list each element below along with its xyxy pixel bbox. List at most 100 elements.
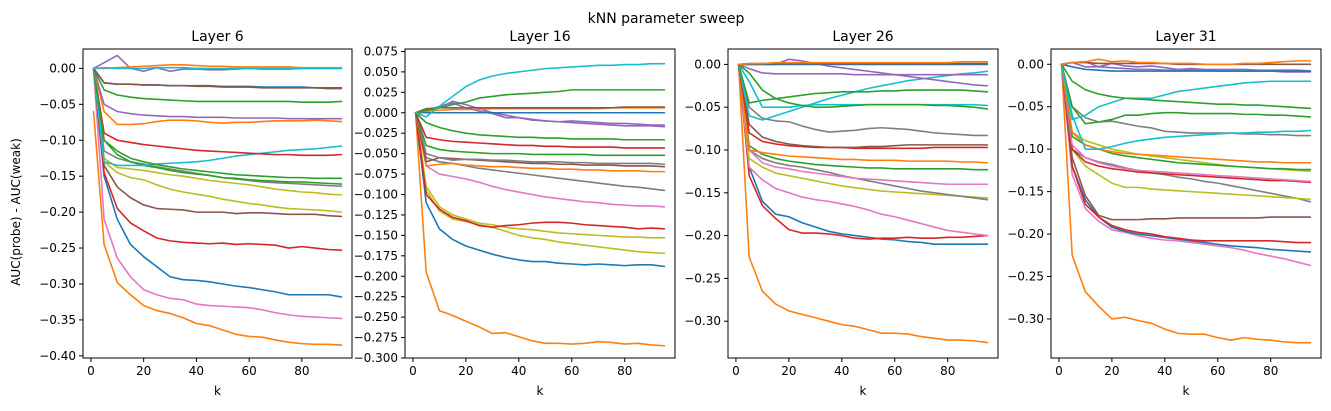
- series-line-5: [92, 67, 343, 213]
- series-line-4: [737, 63, 989, 199]
- x-tick-label: 80: [617, 364, 632, 378]
- y-tick-label: 0.00: [694, 57, 721, 71]
- panel-title: Layer 16: [509, 29, 570, 45]
- series-line-11: [414, 111, 666, 149]
- y-tick-label: −0.150: [354, 228, 398, 242]
- series-line-1: [737, 63, 989, 245]
- series-line-10: [737, 63, 989, 149]
- y-tick-label: −0.25: [39, 241, 76, 255]
- panel-layer-31: 0 20 40 60 80 0.00 −0.05 −0.10 −0.15 −0.20 −0.25 −0…: [1007, 29, 1322, 398]
- series-line-10: [414, 111, 666, 157]
- series-line-8: [737, 63, 989, 164]
- series-line-16: [1060, 63, 1312, 110]
- series-line-4: [92, 67, 343, 218]
- series-line-0: [414, 111, 666, 347]
- series-line-2: [92, 67, 343, 298]
- y-tick-label: −0.15: [684, 186, 721, 200]
- x-tick-label: 60: [887, 364, 902, 378]
- y-tick-label: −0.200: [354, 269, 398, 283]
- series-line-16: [737, 63, 989, 76]
- x-tick-label: 80: [1263, 364, 1278, 378]
- x-tick-label: 0: [87, 364, 95, 378]
- y-tick-label: 0.075: [364, 44, 398, 58]
- x-tick-label: 20: [458, 364, 473, 378]
- series-line-13: [737, 63, 989, 104]
- y-tick-label: 0.025: [364, 85, 398, 99]
- y-tick-label: −0.15: [1007, 185, 1044, 199]
- series-line-17: [414, 106, 666, 114]
- series-line-12: [414, 111, 666, 141]
- y-tick-label: −0.40: [39, 349, 76, 363]
- series-line-20: [737, 61, 989, 66]
- x-tick-label: 20: [136, 364, 151, 378]
- y-tick-label: −0.075: [354, 167, 398, 181]
- y-tick-label: −0.15: [39, 169, 76, 183]
- axes-frame: [404, 48, 676, 359]
- series-line-19: [414, 62, 666, 118]
- series-line-6: [1060, 63, 1312, 201]
- series-line-6: [92, 67, 343, 196]
- series-line-15: [737, 63, 989, 110]
- y-tick-label: −0.175: [354, 249, 398, 263]
- y-tick-label: −0.225: [354, 290, 398, 304]
- y-tick-label: −0.250: [354, 310, 398, 324]
- x-tick-label: 80: [294, 364, 309, 378]
- series-line-13: [92, 67, 343, 120]
- y-tick-label: 0.050: [364, 65, 398, 79]
- x-axis-label: k: [214, 384, 221, 398]
- x-axis-label: k: [537, 384, 544, 398]
- series-line-7: [414, 111, 666, 173]
- series-line-10: [1060, 63, 1312, 171]
- x-tick-label: 0: [409, 364, 417, 378]
- x-tick-label: 20: [1104, 364, 1119, 378]
- y-tick-label: −0.20: [1007, 227, 1044, 241]
- y-tick-label: −0.20: [684, 229, 721, 243]
- x-tick-label: 40: [189, 364, 204, 378]
- y-tick-label: −0.125: [354, 208, 398, 222]
- y-tick-label: −0.025: [354, 126, 398, 140]
- series-line-0: [737, 63, 989, 344]
- x-tick-label: 0: [1055, 364, 1063, 378]
- figure-suptitle: kNN parameter sweep: [588, 11, 745, 27]
- y-tick-label: −0.35: [39, 313, 76, 327]
- series-line-3: [92, 67, 343, 252]
- series-line-5: [737, 63, 989, 201]
- series-line-18: [92, 64, 343, 70]
- series-line-13: [1060, 63, 1312, 150]
- series-line-3: [414, 111, 666, 239]
- panel-layer-26: 0 20 40 60 80 0.00 −0.05 −0.10 −0.15 −0.20 −0.25 −0…: [684, 29, 999, 398]
- axes-frame: [727, 48, 999, 359]
- series-line-9: [737, 63, 989, 150]
- series-line-11: [737, 63, 989, 137]
- series-line-10: [92, 67, 343, 157]
- panel-title: Layer 26: [832, 29, 893, 45]
- series-line-7: [737, 63, 989, 171]
- series-line-19: [1060, 63, 1312, 72]
- series-line-8: [92, 67, 343, 185]
- x-tick-label: 80: [940, 364, 955, 378]
- series-line-0: [92, 110, 343, 346]
- series-line-19: [737, 62, 989, 66]
- y-tick-label: −0.100: [354, 188, 398, 202]
- series-line-8: [414, 111, 666, 168]
- series-line-9: [414, 111, 666, 166]
- panel-layer-6: 0 20 40 60 80 0.00 −0.05 −0.10 −0.15 −0.20 −0.25 −0…: [39, 29, 353, 398]
- series-line-16: [92, 67, 343, 90]
- y-tick-label: −0.10: [1007, 142, 1044, 156]
- series-line-14: [1060, 63, 1312, 125]
- series-line-14: [92, 67, 343, 103]
- y-tick-label: −0.275: [354, 331, 398, 345]
- y-tick-label: −0.10: [684, 143, 721, 157]
- series-line-0: [1060, 63, 1312, 344]
- y-tick-label: −0.30: [684, 314, 721, 328]
- panel-title: Layer 31: [1155, 29, 1216, 45]
- series-line-3: [1060, 63, 1312, 244]
- series-line-9: [92, 67, 343, 167]
- series-line-1: [1060, 63, 1312, 267]
- series-line-5: [414, 111, 666, 208]
- x-tick-label: 60: [564, 364, 579, 378]
- x-axis-label: k: [860, 384, 867, 398]
- series-line-6: [737, 63, 989, 186]
- y-tick-label: −0.05: [1007, 100, 1044, 114]
- axes-frame: [82, 48, 353, 359]
